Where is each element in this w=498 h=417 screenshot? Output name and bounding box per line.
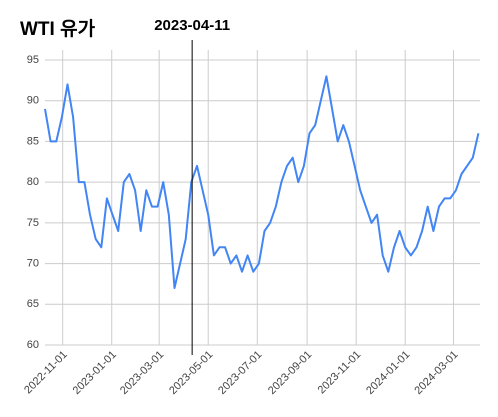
y-tick-label: 90 [27, 95, 39, 107]
y-tick-label: 70 [27, 257, 39, 269]
x-tick-label: 2022-11-01 [22, 349, 70, 397]
x-tick-label: 2023-11-01 [316, 349, 364, 397]
x-tick-label: 2024-03-01 [412, 349, 460, 397]
chart-title: WTI 유가 [20, 18, 96, 40]
x-tick-label: 2024-01-01 [364, 349, 412, 397]
x-tick-label: 2023-09-01 [266, 349, 314, 397]
annotation-label: 2023-04-11 [154, 17, 230, 34]
x-tick-label: 2023-03-01 [118, 349, 166, 397]
y-tick-label: 75 [27, 217, 39, 229]
x-tick-label: 2023-05-01 [167, 349, 215, 397]
x-tick-label: 2023-07-01 [216, 349, 264, 397]
y-tick-label: 80 [27, 176, 39, 188]
y-tick-label: 95 [27, 54, 39, 66]
y-tick-label: 60 [27, 339, 39, 351]
y-tick-label: 65 [27, 298, 39, 310]
x-tick-label: 2023-01-01 [71, 349, 119, 397]
data-line [44, 75, 480, 289]
y-tick-label: 85 [27, 135, 39, 147]
